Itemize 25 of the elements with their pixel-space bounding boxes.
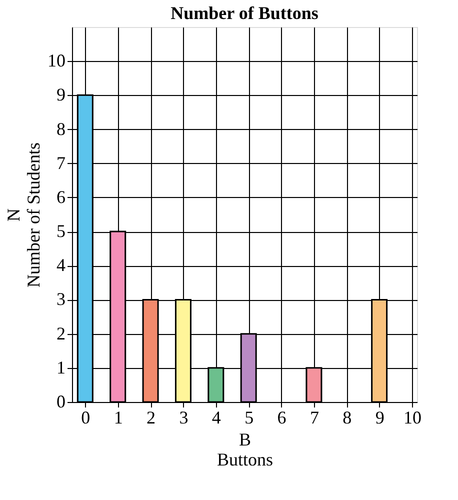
y-tick-label: 1 (56, 357, 66, 378)
y-axis-title: N Number of Students (4, 142, 44, 288)
y-tick-label: 7 (56, 152, 66, 173)
x-tick-label: 7 (310, 408, 319, 428)
y-tick-label: 10 (48, 50, 66, 71)
y-tick-label: 4 (56, 255, 66, 276)
x-tick-label: 2 (146, 408, 156, 428)
x-tick-label: 8 (342, 408, 352, 428)
chart-title: Number of Buttons (170, 3, 318, 23)
y-tick-label: 3 (56, 289, 66, 310)
x-tick-label: 9 (375, 408, 384, 428)
y-tick-label: 6 (56, 186, 66, 207)
y-tick-label: 5 (56, 221, 66, 242)
x-tick-label: 5 (244, 408, 254, 428)
x-tick-label: 6 (277, 408, 286, 428)
x-tick-label: 4 (212, 408, 221, 428)
y-tick-label: 0 (56, 392, 66, 412)
y-tick-label: 9 (56, 84, 66, 105)
x-tick-label: 0 (81, 408, 90, 428)
x-tick-label: 10 (404, 408, 422, 428)
y-tick-label: 2 (56, 323, 66, 344)
y-tick-label: 8 (56, 118, 66, 139)
x-tick-label: 1 (114, 408, 123, 428)
x-axis-title: B Buttons (216, 430, 274, 470)
x-tick-label: 3 (179, 408, 188, 428)
